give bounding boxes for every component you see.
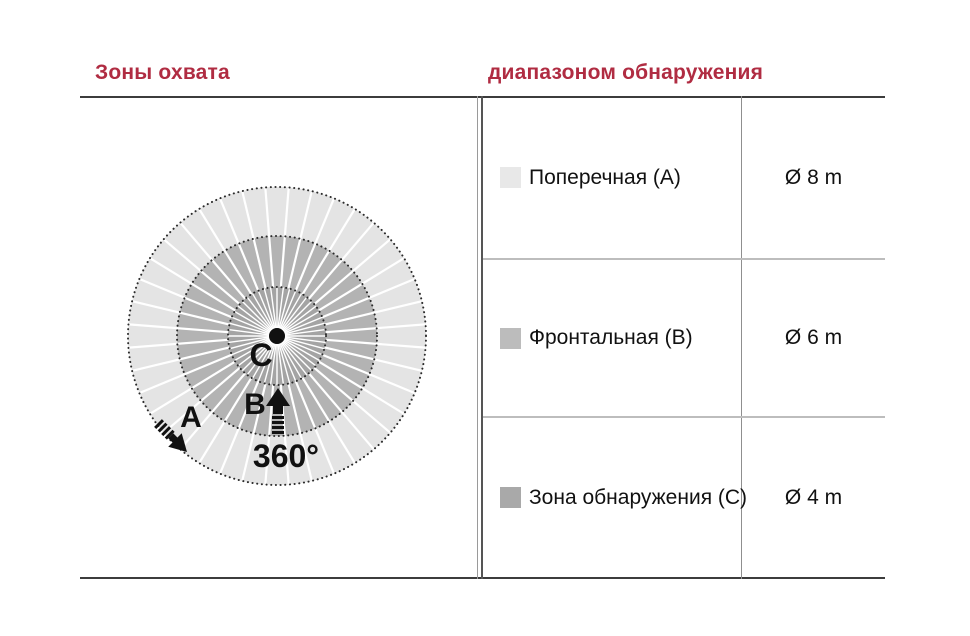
page-title-left: Зоны охвата	[95, 61, 230, 84]
zone-c-dotted-border	[227, 286, 327, 386]
zone-a-dotted-border	[127, 186, 427, 486]
zone-b-diameter: Ø 6 m	[784, 326, 843, 349]
zone-a-diameter: Ø 8 m	[784, 165, 843, 189]
table-row: Фронтальная (B)	[483, 260, 741, 416]
zone-a-name: Поперечная (A)	[529, 165, 681, 189]
ring-spokes	[128, 187, 426, 485]
zone-c-diameter: Ø 4 m	[784, 485, 843, 509]
page-title-right: диапазоном обнаружения	[488, 61, 764, 84]
table-row: Зона обнаружения (C)	[483, 418, 747, 577]
zone-b-swatch	[500, 327, 521, 349]
sensor-center-dot	[269, 328, 285, 344]
zone-b-label: B	[244, 388, 266, 421]
dotted-zone-borders	[127, 186, 427, 486]
table-row: Поперечная (A)	[483, 97, 741, 258]
row-divider-2	[483, 416, 885, 418]
zone-b-name: Фронтальная (B)	[529, 326, 693, 349]
zone-c-swatch	[500, 487, 521, 508]
zone-a-label: A	[180, 401, 202, 434]
zone-c-label: C	[249, 337, 272, 373]
zone-a-swatch	[500, 167, 521, 188]
table-value-divider	[741, 96, 742, 579]
inner-rays	[228, 287, 326, 385]
frontal-direction-arrow	[266, 388, 290, 434]
zone-b-dotted-border	[176, 235, 378, 437]
rotation-360-label: 360°	[253, 438, 319, 474]
zone-c-name: Зона обнаружения (C)	[529, 485, 748, 509]
row-divider-1	[483, 258, 885, 260]
coverage-zones-diagram: 360° C B A	[127, 186, 427, 486]
table-left-divider-inner	[481, 96, 483, 579]
table-left-divider-outer	[477, 96, 478, 579]
